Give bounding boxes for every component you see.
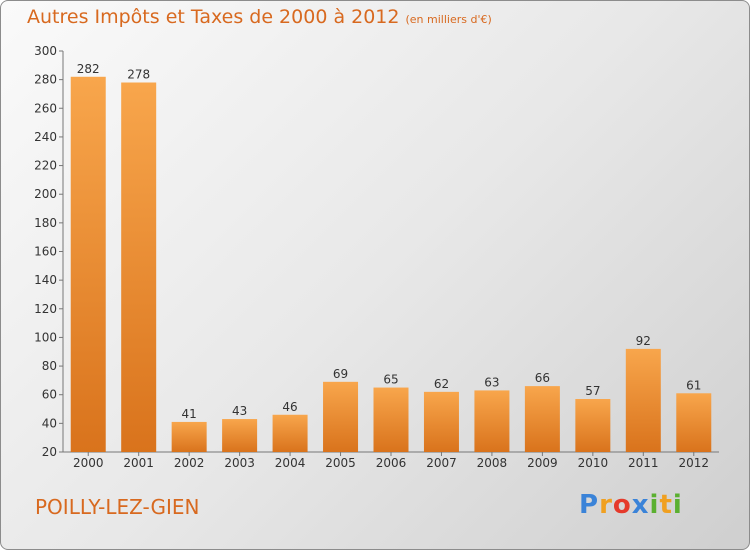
bar-2000: [70, 76, 106, 453]
data-label-2003: 43: [232, 404, 247, 418]
bar-2007: [423, 391, 459, 452]
data-label-2009: 66: [535, 371, 550, 385]
bar-2002: [171, 421, 207, 452]
y-tick-label: 40: [42, 416, 57, 430]
x-tick-label-2005: 2005: [325, 456, 356, 470]
bar-2011: [625, 348, 661, 452]
bar-2010: [575, 399, 611, 452]
x-tick-label-2009: 2009: [527, 456, 558, 470]
x-tick-label-2003: 2003: [224, 456, 255, 470]
y-tick-label: 100: [34, 330, 57, 344]
bar-2001: [121, 82, 157, 452]
bar-2012: [676, 393, 712, 452]
bar-2004: [272, 414, 308, 452]
y-tick-label: 20: [42, 445, 57, 459]
y-tick-label: 200: [34, 187, 57, 201]
bar-2003: [222, 419, 258, 452]
data-label-2007: 62: [434, 377, 449, 391]
y-tick-label: 300: [34, 44, 57, 58]
data-label-2005: 69: [333, 367, 348, 381]
data-label-2008: 63: [484, 375, 499, 389]
bar-2009: [524, 386, 560, 452]
y-tick-label: 140: [34, 273, 57, 287]
x-tick-label-2012: 2012: [678, 456, 709, 470]
x-tick-label-2010: 2010: [578, 456, 609, 470]
y-tick-label: 80: [42, 359, 57, 373]
x-tick-label-2000: 2000: [73, 456, 104, 470]
y-tick-label: 60: [42, 388, 57, 402]
data-label-2002: 41: [182, 407, 197, 421]
x-tick-label-2001: 2001: [123, 456, 154, 470]
x-tick-label-2007: 2007: [426, 456, 457, 470]
x-tick-label-2004: 2004: [275, 456, 306, 470]
y-tick-label: 260: [34, 101, 57, 115]
chart-title: Autres Impôts et Taxes de 2000 à 2012 (en…: [27, 6, 492, 28]
data-label-2001: 278: [127, 68, 150, 82]
chart-title-unit: (en milliers d'€): [405, 13, 492, 26]
y-tick-label: 240: [34, 130, 57, 144]
proxiti-logo: Proxiti: [579, 490, 683, 520]
chart-labels: 2000 282 2001 278 2002 41 2003 43 2004 46 2005 69 20…: [73, 62, 709, 470]
data-label-2000: 282: [77, 62, 100, 76]
data-label-2006: 65: [383, 373, 398, 387]
data-label-2012: 61: [686, 378, 701, 392]
x-tick-label-2006: 2006: [376, 456, 407, 470]
y-tick-label: 120: [34, 302, 57, 316]
y-tick-label: 180: [34, 216, 57, 230]
bar-2008: [474, 390, 510, 452]
y-tick-label: 220: [34, 159, 57, 173]
x-tick-label-2002: 2002: [174, 456, 205, 470]
data-label-2004: 46: [282, 400, 297, 414]
chart-title-text: Autres Impôts et Taxes de 2000 à 2012: [27, 6, 400, 28]
city-name: POILLY-LEZ-GIEN: [35, 495, 200, 519]
x-tick-label-2008: 2008: [477, 456, 508, 470]
chart-bars: [70, 76, 712, 453]
y-tick-label: 280: [34, 73, 57, 87]
y-tick-label: 160: [34, 245, 57, 259]
bar-2005: [323, 381, 359, 452]
bar-2006: [373, 387, 409, 452]
data-label-2010: 57: [585, 384, 600, 398]
x-tick-label-2011: 2011: [628, 456, 659, 470]
data-label-2011: 92: [636, 334, 651, 348]
